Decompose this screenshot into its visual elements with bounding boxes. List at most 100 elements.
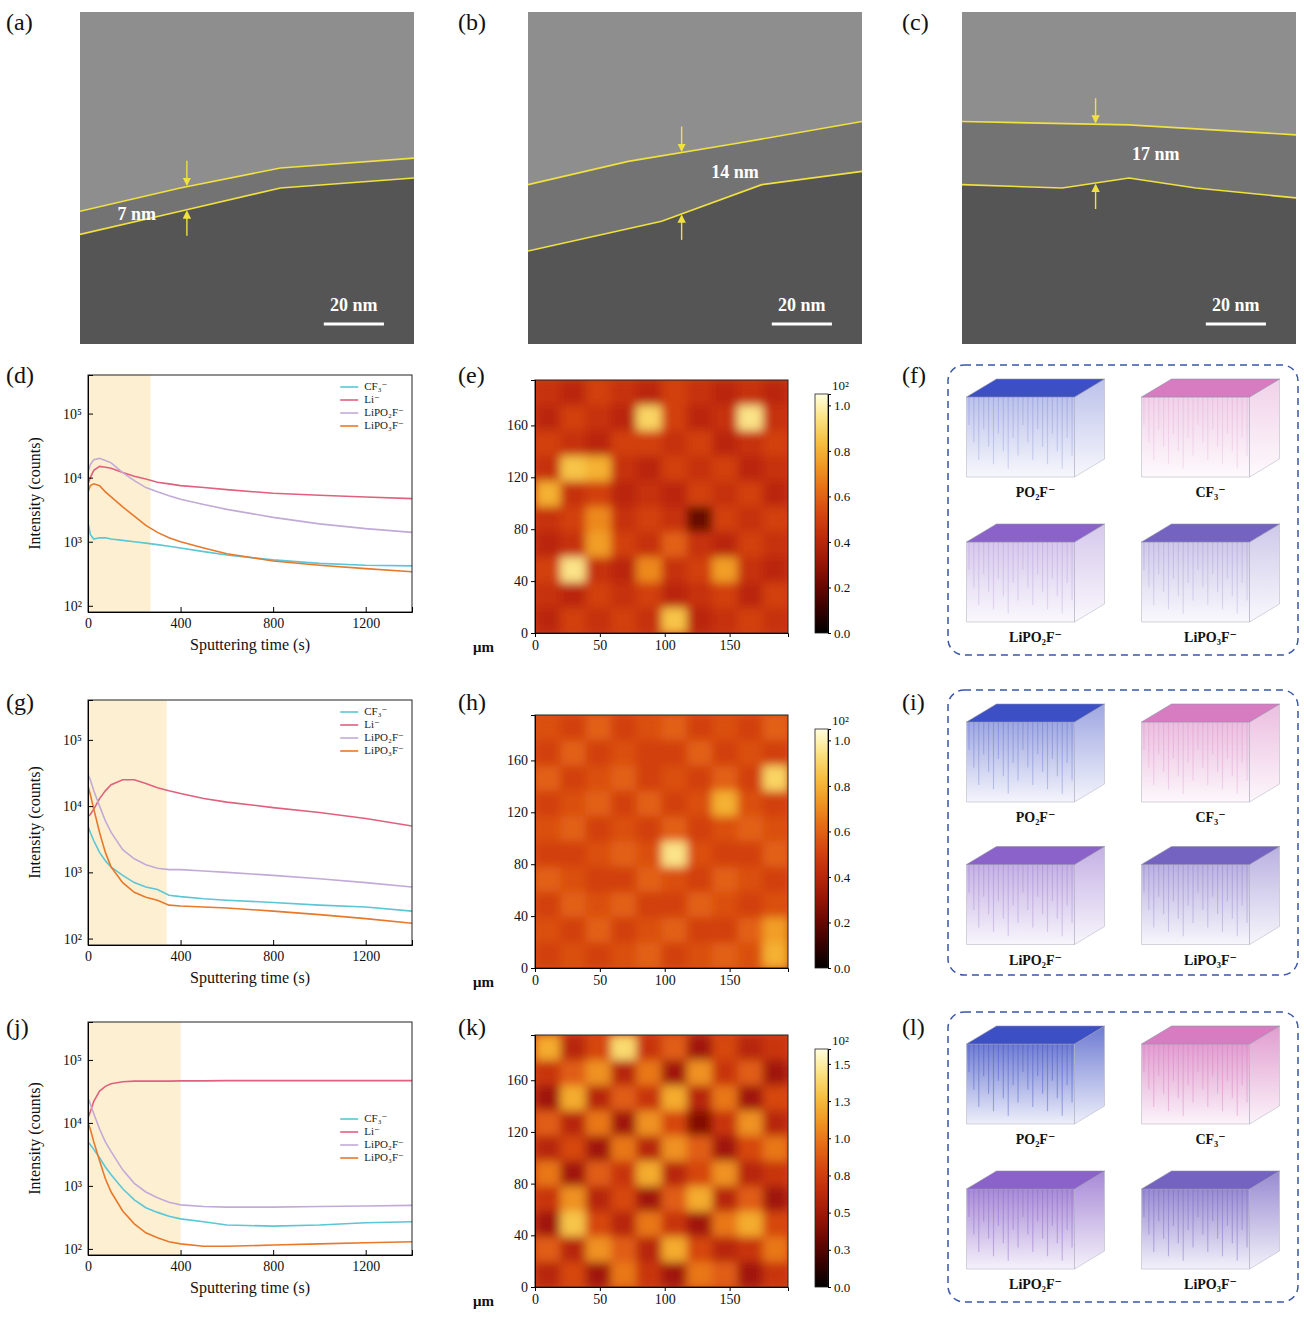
heat-cell xyxy=(560,405,586,431)
tick-label: 0.8 xyxy=(834,1168,850,1183)
heat-cell xyxy=(737,1211,763,1237)
cube-streak xyxy=(1246,1189,1247,1248)
heat-cell xyxy=(636,405,662,431)
scale-bar-label: 20 nm xyxy=(330,295,378,315)
heat-cell xyxy=(535,1211,561,1237)
tick-label: 150 xyxy=(720,1292,741,1307)
heat-cell xyxy=(636,1035,662,1061)
cube-streak xyxy=(1047,1044,1048,1111)
cube-streak xyxy=(1027,1044,1028,1089)
cube-streak xyxy=(1042,542,1043,592)
heat-cell xyxy=(535,380,561,406)
cube-streak xyxy=(973,1189,974,1234)
heat-cell xyxy=(662,608,688,633)
tick: 0 xyxy=(532,633,539,653)
cube-streak xyxy=(1163,1044,1164,1094)
cube-streak xyxy=(1237,1044,1238,1116)
cube-streak xyxy=(1003,542,1004,596)
axis-line xyxy=(829,730,832,969)
heat-cell xyxy=(763,1136,788,1162)
tick-mark xyxy=(88,939,93,940)
legend-label: Li⁻ xyxy=(364,393,380,405)
tick: 80 xyxy=(514,522,535,537)
heat-cell xyxy=(737,1186,763,1212)
cube-streak xyxy=(1037,722,1038,754)
cube-streak xyxy=(1246,1044,1247,1103)
heat-cell xyxy=(737,380,763,406)
panel-label: (e) xyxy=(458,362,485,388)
heat-cell xyxy=(662,766,688,792)
tick: 50 xyxy=(593,1287,607,1307)
heat-cell xyxy=(560,507,586,533)
cube-streak xyxy=(978,1044,979,1107)
cube-front xyxy=(1142,397,1250,477)
boundary-line xyxy=(962,122,1296,135)
boundary-line xyxy=(80,178,414,234)
cube-streak xyxy=(988,1044,989,1094)
tick: 150 xyxy=(720,633,741,653)
cube-streak xyxy=(1071,542,1072,601)
tick-mark xyxy=(730,1287,731,1291)
cube-streak xyxy=(1067,542,1068,583)
heat-cell xyxy=(636,740,662,766)
cube-streak xyxy=(978,542,979,605)
heat-cell xyxy=(560,715,586,741)
heat-cell xyxy=(636,1060,662,1086)
heat-cell xyxy=(560,532,586,558)
series-line xyxy=(88,1142,412,1226)
render-label: LiPO₂F⁻ xyxy=(1009,1277,1062,1292)
heat-cell xyxy=(763,917,788,943)
cube-streak xyxy=(1022,1189,1023,1217)
heat-cell xyxy=(662,1161,688,1187)
axis-title: μm xyxy=(473,639,495,655)
tick: 40 xyxy=(514,909,535,924)
tick-mark xyxy=(828,1287,831,1288)
cube-top xyxy=(1142,524,1280,542)
heat-cell xyxy=(560,1262,586,1287)
heat-cell xyxy=(636,791,662,817)
cube-streak xyxy=(1032,542,1033,605)
tick-mark xyxy=(88,1123,93,1124)
heat-cell xyxy=(737,715,763,741)
heat-cell xyxy=(586,766,612,792)
tick-mark xyxy=(828,922,831,923)
tick: 100 xyxy=(655,1287,676,1307)
tick: 800 xyxy=(263,1250,284,1274)
heat-cell xyxy=(712,507,738,533)
cube-streak xyxy=(1143,1044,1144,1072)
cube-streak xyxy=(1143,722,1144,750)
plot-frame xyxy=(535,715,788,968)
heat-cell xyxy=(586,917,612,943)
heat-cell xyxy=(763,715,788,741)
cube-streak xyxy=(1042,397,1043,447)
tick: 0.2 xyxy=(828,580,850,595)
cube-streak xyxy=(1057,397,1058,451)
heat-cell xyxy=(662,1237,688,1263)
heat-cell xyxy=(611,1186,637,1212)
tick: 10⁴ xyxy=(63,799,93,814)
cube-streak xyxy=(1212,865,1213,897)
cube-streak xyxy=(993,397,994,464)
axis-line xyxy=(531,716,536,969)
cube-streak xyxy=(1178,722,1179,776)
cube xyxy=(967,524,1105,622)
sei-layer xyxy=(80,158,414,344)
cube-streak xyxy=(1227,865,1228,902)
heat-cell xyxy=(763,740,788,766)
heat-cell xyxy=(611,917,637,943)
cube-streak xyxy=(1202,1189,1203,1234)
heat-cell xyxy=(662,405,688,431)
tick-mark xyxy=(181,940,182,945)
heat-cell xyxy=(687,582,713,608)
cube-streak xyxy=(1003,722,1004,776)
cube-streak xyxy=(1163,397,1164,447)
heat-cell xyxy=(712,608,738,633)
cube-streak xyxy=(1022,865,1023,893)
heat-cell xyxy=(586,1060,612,1086)
heat-cell xyxy=(636,557,662,583)
tick-label: 150 xyxy=(720,973,741,988)
cube-streak xyxy=(1202,397,1203,442)
cube-streak xyxy=(1022,397,1023,425)
heatmap-chart: 05010015004080120160μm0.00.20.40.60.81.0… xyxy=(473,713,851,990)
tick-label: 0.0 xyxy=(834,626,850,641)
